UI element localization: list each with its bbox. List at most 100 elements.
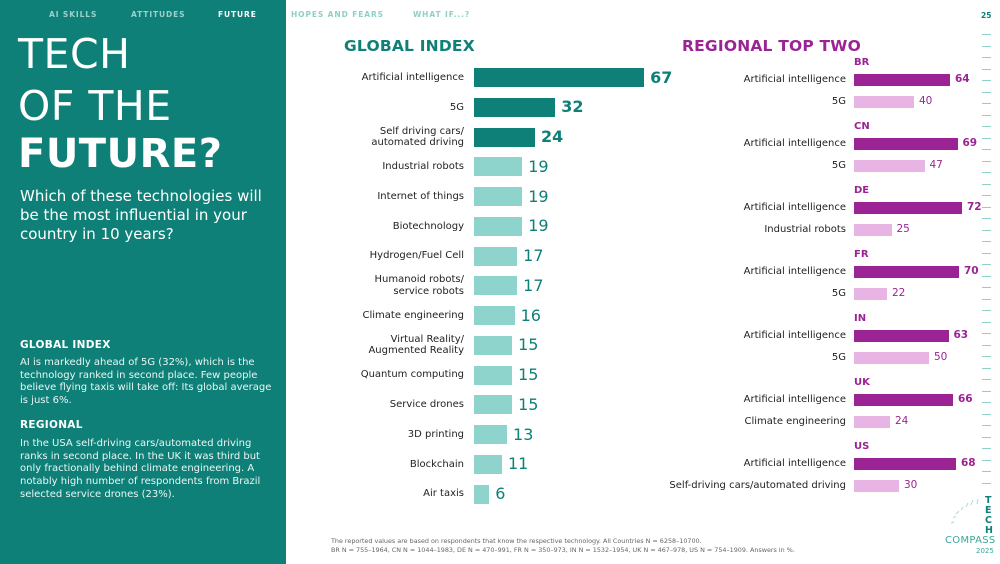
global-bar-label-line: Humanoid robots/: [374, 274, 464, 286]
global-bar-label-line: Climate engineering: [362, 309, 465, 321]
global-bar-value: 15: [518, 335, 539, 355]
global-bar-label: Artificial intelligence: [362, 72, 464, 84]
nav-tab-future[interactable]: FUTURE: [218, 10, 257, 19]
global-bar-value: 13: [513, 424, 534, 444]
global-bar-label-line: automated driving: [371, 137, 464, 148]
ruler-tick: [982, 390, 991, 392]
region-bar: [854, 416, 890, 428]
global-bar: [474, 276, 518, 296]
ruler-tick: [982, 379, 991, 381]
nav-tab-hopes-and-fears[interactable]: HOPES AND FEARS: [291, 10, 384, 19]
region-country-code: IN: [854, 313, 867, 324]
region-bar-label: Climate engineering: [744, 415, 847, 427]
ruler-tick: [982, 413, 991, 415]
region-bar-label: 5G: [831, 287, 846, 299]
global-bar-label-line: Self driving cars/: [379, 125, 464, 137]
footnote: The reported values are based on respond…: [331, 537, 795, 555]
global-bar-label-line: Virtual Reality/: [390, 333, 464, 345]
region-bar-label: Artificial intelligence: [743, 201, 846, 213]
ruler-tick: [982, 218, 991, 220]
logo-compass-word: COMPASS: [945, 535, 996, 546]
global-bar-label-line: Biotechnology: [392, 220, 464, 232]
global-bar: [474, 454, 502, 474]
regional-top-two-title: REGIONAL TOP TWO: [682, 37, 861, 55]
ruler-tick: [982, 91, 991, 93]
nav-tab-what-if[interactable]: WHAT IF...?: [413, 10, 471, 19]
region-bar-value: 40: [919, 95, 933, 107]
global-bar: [474, 187, 523, 206]
region-bar-value: 69: [962, 137, 978, 149]
global-bar-label: 5G: [450, 102, 464, 114]
compass-rays-icon: [950, 498, 979, 524]
ruler-tick: [982, 321, 991, 323]
region-bar-label: Artificial intelligence: [743, 329, 846, 341]
global-bar: [474, 97, 556, 117]
ruler-tick: [982, 402, 991, 404]
global-bar-value: 19: [528, 156, 549, 176]
region-bar-label: Artificial intelligence: [743, 73, 846, 85]
region-bar: [854, 96, 914, 108]
global-bar-label: Service drones: [390, 399, 464, 411]
global-bar-label-line: Augmented Reality: [368, 345, 464, 357]
global-bar: [474, 157, 523, 177]
region-bar-label: 5G: [831, 351, 846, 363]
global-bar-value: 11: [507, 454, 529, 474]
global-bar-label: Air taxis: [423, 488, 464, 500]
region-bar-value: 70: [964, 265, 979, 277]
region-bar: [854, 266, 959, 278]
region-bar-label: Industrial robots: [764, 223, 846, 235]
global-bar-label-line: service robots: [393, 285, 464, 297]
global-bar-label-line: Service drones: [389, 399, 464, 410]
section-nav: AI SKILLS ATTITUDES FUTURE HOPES AND FEA…: [0, 10, 560, 24]
sidebar: TECH OF THE FUTURE? Which of these techn…: [0, 0, 286, 564]
ruler-tick: [982, 252, 991, 254]
global-bar-label-line: Internet of things: [377, 190, 464, 202]
global-bar-label-line: Blockchain: [409, 458, 464, 470]
global-bar-value: 24: [540, 127, 564, 146]
logo-year: 2025: [976, 547, 994, 555]
page-title-line-3: FUTURE?: [18, 131, 223, 177]
logo-letter-c: C: [985, 515, 992, 526]
region-bar-value: 68: [961, 457, 976, 469]
region-bar: [854, 74, 950, 86]
region-bar: [854, 202, 962, 214]
global-bar-label: Blockchain: [410, 459, 464, 471]
ruler-tick: [982, 229, 991, 231]
region-bar-value: 50: [934, 351, 948, 363]
nav-tab-ai-skills[interactable]: AI SKILLS: [49, 10, 98, 19]
region-bar: [854, 480, 899, 492]
global-bar-value: 32: [561, 97, 584, 117]
ruler-tick: [982, 149, 991, 151]
page-subtitle: Which of these technologies will be the …: [20, 187, 262, 243]
global-bar-label: 3D printing: [408, 429, 464, 441]
region-bar-label: Artificial intelligence: [743, 457, 846, 469]
region-bar: [854, 288, 887, 300]
global-bar: [474, 484, 490, 504]
nav-tab-attitudes[interactable]: ATTITUDES: [131, 10, 186, 19]
region-bar-label: Artificial intelligence: [743, 265, 846, 277]
global-bar: [474, 246, 518, 266]
ruler-tick: [982, 206, 991, 208]
ruler-tick: [982, 436, 991, 438]
region-bar: [854, 352, 929, 364]
footnote-line-2: BR N = 755–1964, CN N = 1044–1983, DE N …: [331, 546, 795, 554]
global-bar-label: Industrial robots: [382, 161, 464, 173]
region-country-code: DE: [854, 185, 870, 196]
ruler-tick: [982, 114, 991, 116]
global-bar: [474, 395, 513, 415]
page-title-line-2: OF THE: [18, 82, 172, 130]
regional-heading: REGIONAL: [20, 419, 83, 431]
region-bar: [854, 224, 892, 236]
region-country-code: UK: [854, 377, 870, 388]
ruler-tick: [982, 34, 991, 36]
ruler-tick: [982, 425, 991, 427]
global-bar-value: 15: [518, 365, 539, 384]
global-bar-label: Quantum computing: [361, 369, 464, 381]
global-bar-value: 6: [495, 484, 506, 503]
ruler-tick: [982, 333, 991, 335]
global-bar-label-line: Industrial robots: [382, 161, 464, 172]
region-bar-label: Self-driving cars/automated driving: [669, 479, 846, 491]
global-bar-value: 17: [523, 275, 544, 295]
global-bar-label-line: Hydrogen/Fuel Cell: [369, 250, 464, 262]
global-bar-label-line: Artificial intelligence: [361, 71, 464, 83]
